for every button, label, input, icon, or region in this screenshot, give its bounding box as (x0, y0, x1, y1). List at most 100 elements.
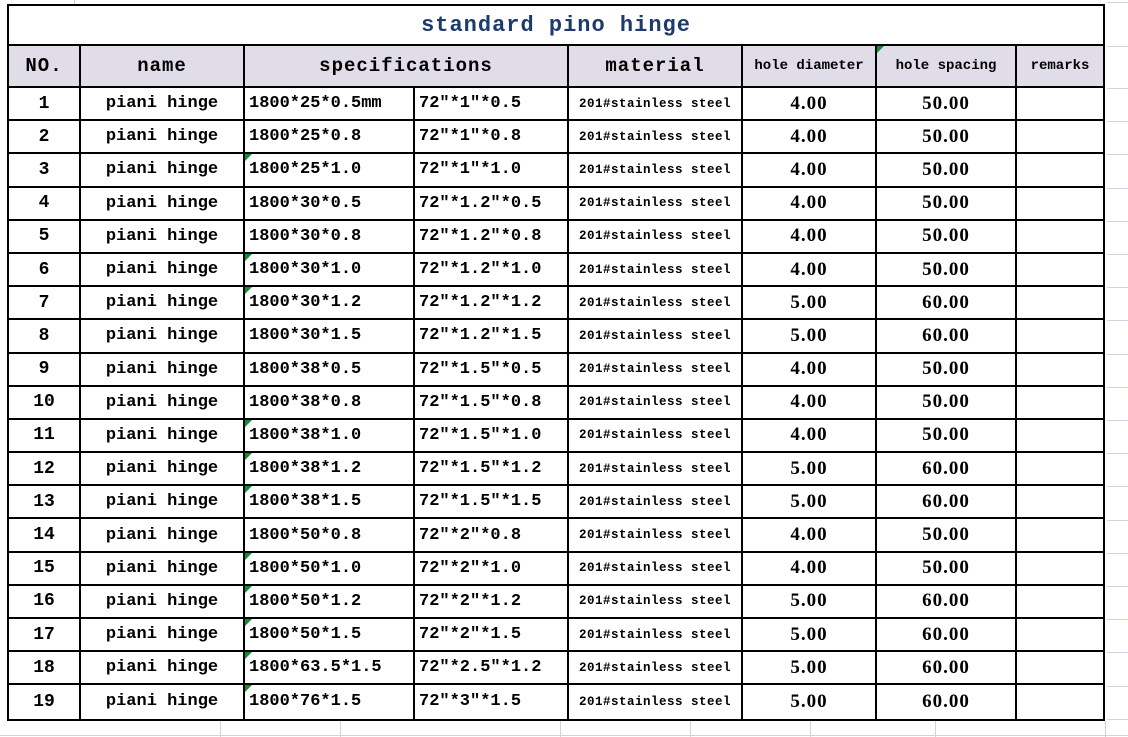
cell-spec-mm[interactable]: 1800*63.5*1.5 (245, 652, 415, 686)
cell-no[interactable]: 6 (9, 253, 81, 288)
cell-remarks[interactable] (1017, 154, 1103, 188)
cell-spec-mm[interactable]: 1800*76*1.5 (245, 685, 415, 719)
cell-hole-diameter[interactable]: 4.00 (743, 253, 877, 288)
cell-hole-diameter[interactable]: 5.00 (743, 453, 877, 487)
cell-hole-diameter[interactable]: 4.00 (743, 187, 877, 221)
cell-spec-inch[interactable]: 72″*1.5″*1.2 (415, 453, 569, 487)
cell-remarks[interactable] (1017, 353, 1103, 387)
cell-spec-mm[interactable]: 1800*30*0.8 (245, 220, 415, 254)
cell-material[interactable]: 201#stainless steel (569, 187, 743, 221)
cell-spec-inch[interactable]: 72″*2″*0.8 (415, 519, 569, 553)
cell-hole-spacing[interactable]: 60.00 (877, 320, 1017, 354)
cell-material[interactable]: 201#stainless steel (569, 585, 743, 619)
cell-spec-inch[interactable]: 72″*2″*1.5 (415, 619, 569, 653)
cell-material[interactable]: 201#stainless steel (569, 619, 743, 653)
cell-hole-diameter[interactable]: 4.00 (743, 121, 877, 155)
cell-hole-spacing[interactable]: 50.00 (877, 419, 1017, 454)
header-hole-diameter[interactable]: hole diameter (743, 46, 877, 88)
cell-hole-spacing[interactable]: 60.00 (877, 287, 1017, 321)
cell-name[interactable]: piani hinge (81, 253, 245, 288)
cell-remarks[interactable] (1017, 187, 1103, 221)
cell-name[interactable]: piani hinge (81, 419, 245, 454)
cell-no[interactable]: 10 (9, 386, 81, 420)
cell-no[interactable]: 3 (9, 154, 81, 188)
cell-name[interactable]: piani hinge (81, 220, 245, 254)
cell-hole-spacing[interactable]: 60.00 (877, 453, 1017, 487)
cell-hole-spacing[interactable]: 50.00 (877, 121, 1017, 155)
cell-hole-diameter[interactable]: 4.00 (743, 154, 877, 188)
cell-hole-spacing[interactable]: 50.00 (877, 187, 1017, 221)
cell-spec-mm[interactable]: 1800*38*1.5 (245, 486, 415, 520)
cell-spec-mm[interactable]: 1800*30*1.2 (245, 287, 415, 321)
cell-name[interactable]: piani hinge (81, 652, 245, 686)
cell-remarks[interactable] (1017, 519, 1103, 553)
cell-hole-spacing[interactable]: 60.00 (877, 685, 1017, 719)
cell-name[interactable]: piani hinge (81, 486, 245, 520)
cell-hole-spacing[interactable]: 60.00 (877, 486, 1017, 520)
cell-remarks[interactable] (1017, 552, 1103, 586)
cell-hole-spacing[interactable]: 60.00 (877, 585, 1017, 619)
cell-spec-inch[interactable]: 72″*1″*1.0 (415, 154, 569, 188)
cell-hole-diameter[interactable]: 5.00 (743, 585, 877, 619)
cell-spec-mm[interactable]: 1800*30*1.5 (245, 320, 415, 354)
cell-spec-inch[interactable]: 72″*1″*0.5 (415, 88, 569, 122)
cell-no[interactable]: 1 (9, 88, 81, 122)
header-specifications[interactable]: specifications (245, 46, 569, 88)
cell-spec-inch[interactable]: 72″*1.5″*1.5 (415, 486, 569, 520)
cell-material[interactable]: 201#stainless steel (569, 88, 743, 122)
cell-hole-spacing[interactable]: 60.00 (877, 619, 1017, 653)
cell-no[interactable]: 11 (9, 419, 81, 454)
cell-material[interactable]: 201#stainless steel (569, 320, 743, 354)
cell-remarks[interactable] (1017, 386, 1103, 420)
cell-no[interactable]: 2 (9, 121, 81, 155)
cell-spec-inch[interactable]: 72″*1.5″*1.0 (415, 419, 569, 454)
cell-material[interactable]: 201#stainless steel (569, 121, 743, 155)
cell-name[interactable]: piani hinge (81, 685, 245, 719)
cell-hole-spacing[interactable]: 50.00 (877, 519, 1017, 553)
cell-hole-spacing[interactable]: 50.00 (877, 386, 1017, 420)
cell-spec-mm[interactable]: 1800*50*1.0 (245, 552, 415, 586)
cell-spec-mm[interactable]: 1800*38*0.5 (245, 353, 415, 387)
cell-spec-mm[interactable]: 1800*30*0.5 (245, 187, 415, 221)
cell-spec-inch[interactable]: 72″*1.2″*1.2 (415, 287, 569, 321)
cell-hole-diameter[interactable]: 5.00 (743, 652, 877, 686)
cell-spec-inch[interactable]: 72″*1.2″*1.5 (415, 320, 569, 354)
cell-hole-spacing[interactable]: 50.00 (877, 88, 1017, 122)
cell-hole-spacing[interactable]: 50.00 (877, 154, 1017, 188)
cell-hole-diameter[interactable]: 5.00 (743, 320, 877, 354)
cell-remarks[interactable] (1017, 121, 1103, 155)
cell-name[interactable]: piani hinge (81, 619, 245, 653)
cell-no[interactable]: 18 (9, 652, 81, 686)
cell-material[interactable]: 201#stainless steel (569, 519, 743, 553)
cell-hole-diameter[interactable]: 4.00 (743, 519, 877, 553)
cell-spec-mm[interactable]: 1800*50*1.5 (245, 619, 415, 653)
cell-name[interactable]: piani hinge (81, 519, 245, 553)
header-no[interactable]: NO. (9, 46, 81, 88)
cell-spec-inch[interactable]: 72″*2″*1.2 (415, 585, 569, 619)
cell-hole-diameter[interactable]: 4.00 (743, 419, 877, 454)
cell-spec-inch[interactable]: 72″*1.5″*0.5 (415, 353, 569, 387)
cell-remarks[interactable] (1017, 453, 1103, 487)
cell-name[interactable]: piani hinge (81, 187, 245, 221)
cell-no[interactable]: 13 (9, 486, 81, 520)
cell-remarks[interactable] (1017, 287, 1103, 321)
cell-name[interactable]: piani hinge (81, 121, 245, 155)
cell-no[interactable]: 14 (9, 519, 81, 553)
cell-spec-mm[interactable]: 1800*25*0.5mm (245, 88, 415, 122)
cell-no[interactable]: 19 (9, 685, 81, 719)
cell-no[interactable]: 8 (9, 320, 81, 354)
cell-hole-diameter[interactable]: 4.00 (743, 353, 877, 387)
cell-remarks[interactable] (1017, 220, 1103, 254)
cell-remarks[interactable] (1017, 619, 1103, 653)
cell-spec-inch[interactable]: 72″*1.2″*1.0 (415, 253, 569, 288)
cell-remarks[interactable] (1017, 685, 1103, 719)
cell-remarks[interactable] (1017, 585, 1103, 619)
cell-material[interactable]: 201#stainless steel (569, 453, 743, 487)
cell-no[interactable]: 9 (9, 353, 81, 387)
header-material[interactable]: material (569, 46, 743, 88)
header-remarks[interactable]: remarks (1017, 46, 1103, 88)
cell-name[interactable]: piani hinge (81, 88, 245, 122)
cell-no[interactable]: 17 (9, 619, 81, 653)
cell-hole-spacing[interactable]: 50.00 (877, 220, 1017, 254)
header-name[interactable]: name (81, 46, 245, 88)
